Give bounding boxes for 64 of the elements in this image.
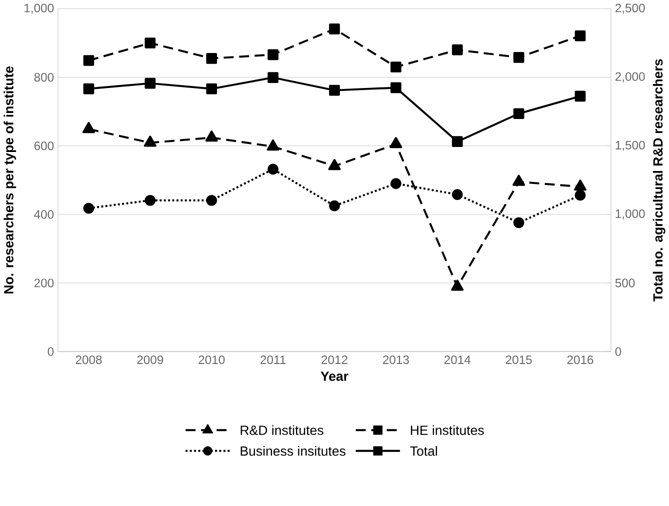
x-tick-label: 2011 bbox=[260, 355, 286, 364]
point bbox=[268, 164, 278, 174]
y2-tick-label: 2,000 bbox=[615, 72, 645, 82]
y2-tick-label: 1,000 bbox=[616, 209, 645, 220]
y2-tick-label: 500 bbox=[615, 278, 635, 288]
x-tick-label: 2015 bbox=[506, 355, 532, 364]
x-tick-label: 2008 bbox=[76, 355, 102, 364]
x-tick-label: 2009 bbox=[137, 355, 164, 364]
point bbox=[574, 190, 586, 200]
point bbox=[328, 158, 341, 170]
y-tick-label: 800 bbox=[34, 72, 54, 82]
point bbox=[206, 52, 218, 64]
point bbox=[452, 136, 463, 147]
point bbox=[574, 30, 586, 42]
point bbox=[452, 44, 463, 56]
point bbox=[144, 136, 156, 147]
point bbox=[513, 108, 524, 119]
y2-tick-label: 0 bbox=[615, 347, 622, 356]
x-tick-label: 2012 bbox=[322, 355, 348, 364]
point bbox=[144, 78, 156, 89]
y-tick-label: 200 bbox=[34, 278, 54, 288]
point bbox=[329, 200, 340, 212]
point bbox=[82, 122, 95, 133]
point bbox=[205, 130, 218, 142]
point bbox=[266, 139, 280, 150]
point bbox=[206, 83, 218, 94]
point bbox=[144, 37, 156, 48]
point bbox=[452, 188, 463, 200]
y2-tick-label: 1,500 bbox=[616, 140, 645, 151]
point bbox=[574, 90, 586, 102]
legend-label: Total bbox=[410, 446, 437, 456]
point bbox=[390, 136, 402, 148]
point bbox=[206, 194, 218, 206]
y2-axis-title: Total no. agricultural R&D researchers bbox=[652, 59, 666, 302]
point bbox=[390, 61, 402, 72]
point bbox=[390, 82, 402, 93]
point bbox=[574, 179, 586, 190]
point bbox=[390, 178, 402, 189]
legend-label: HE institutes bbox=[410, 425, 484, 435]
point bbox=[268, 72, 278, 83]
point bbox=[83, 202, 94, 214]
point bbox=[83, 83, 94, 94]
point bbox=[144, 194, 156, 206]
point bbox=[83, 54, 94, 66]
x-tick-label: 2013 bbox=[382, 355, 409, 364]
y-tick-label: 0 bbox=[48, 347, 54, 356]
point bbox=[513, 52, 524, 63]
point bbox=[329, 23, 340, 34]
point bbox=[329, 84, 340, 96]
point bbox=[268, 49, 278, 60]
y-tick-label: 1,000 bbox=[24, 4, 54, 14]
y-tick-label: 400 bbox=[34, 210, 54, 219]
legend-label: Business insitutes bbox=[240, 446, 346, 456]
legend-label: R&D institutes bbox=[240, 425, 324, 435]
x-tick-label: 2014 bbox=[444, 355, 471, 364]
point bbox=[451, 279, 464, 291]
point bbox=[512, 174, 526, 186]
y2-tick-label: 2,500 bbox=[615, 4, 645, 14]
y-axis-title: No. researchers per type of institute bbox=[4, 66, 16, 294]
x-tick-label: 2016 bbox=[567, 355, 594, 364]
point bbox=[513, 217, 524, 228]
x-axis-title: Year bbox=[320, 371, 348, 381]
y-tick-label: 600 bbox=[34, 141, 54, 150]
x-tick-label: 2010 bbox=[198, 355, 225, 364]
